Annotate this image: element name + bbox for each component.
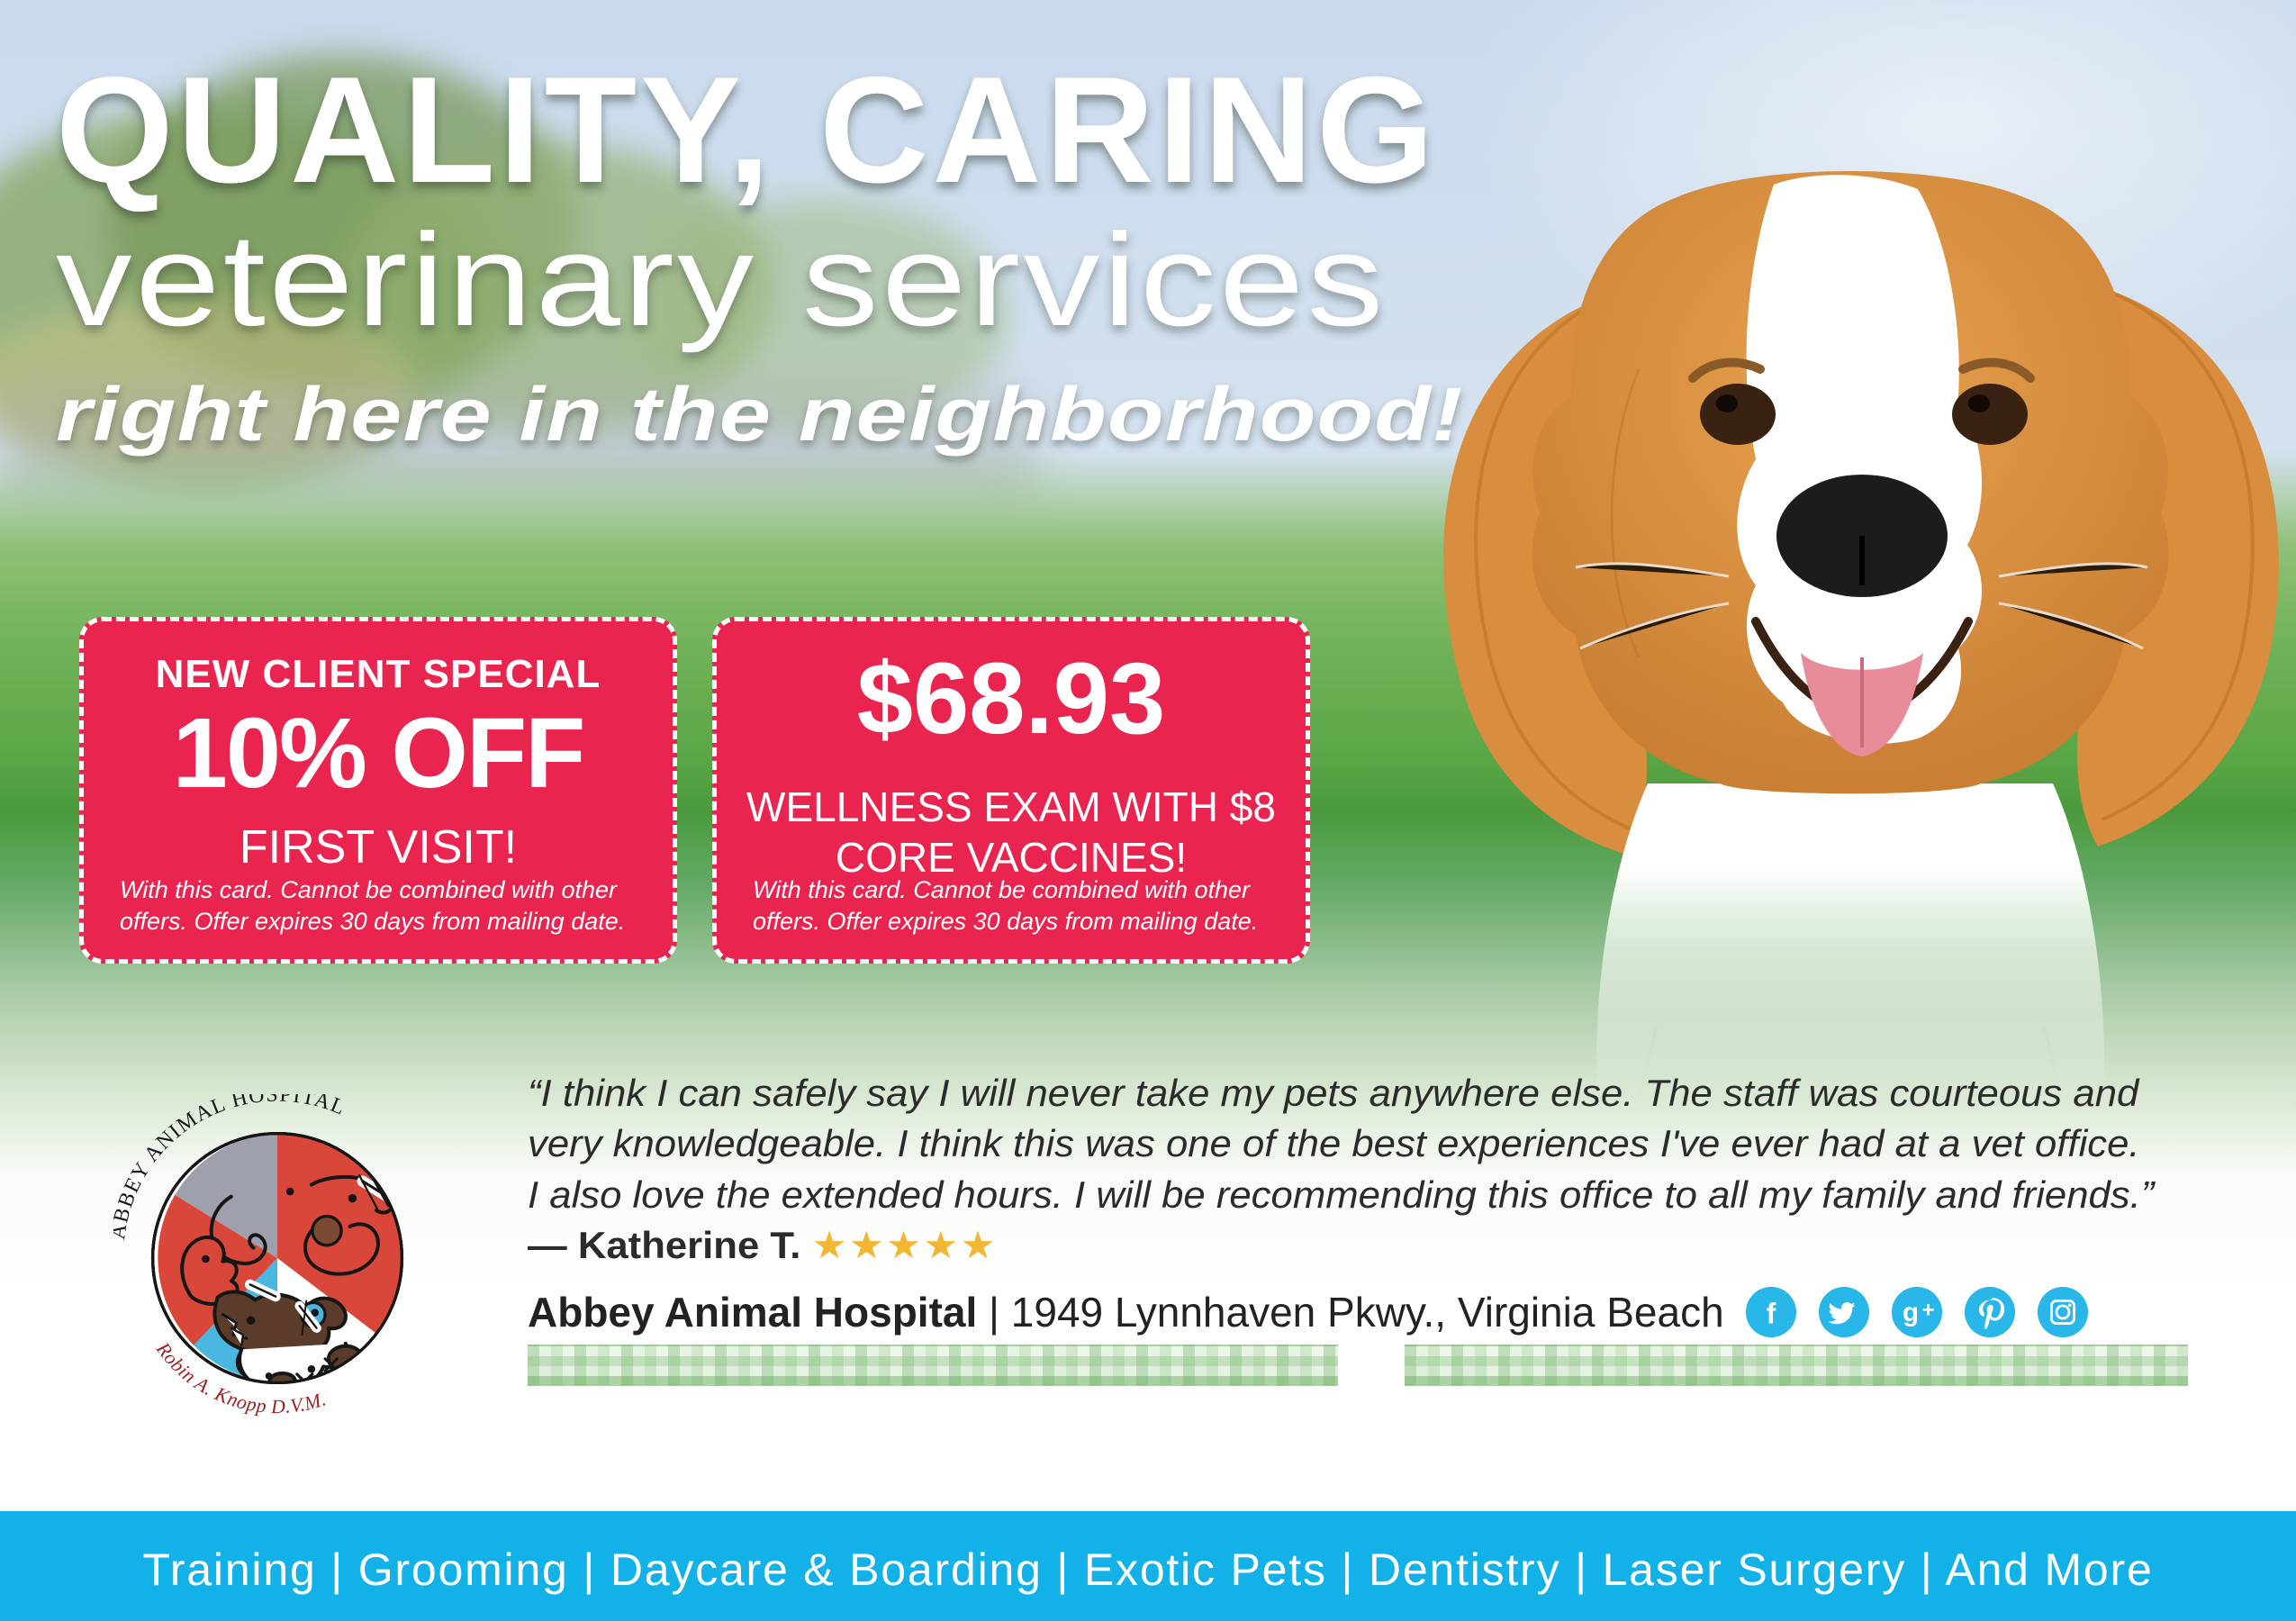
svg-text:+: + [1922,1298,1935,1322]
svg-text:g: g [1903,1298,1919,1327]
svg-text:f: f [1767,1297,1776,1329]
